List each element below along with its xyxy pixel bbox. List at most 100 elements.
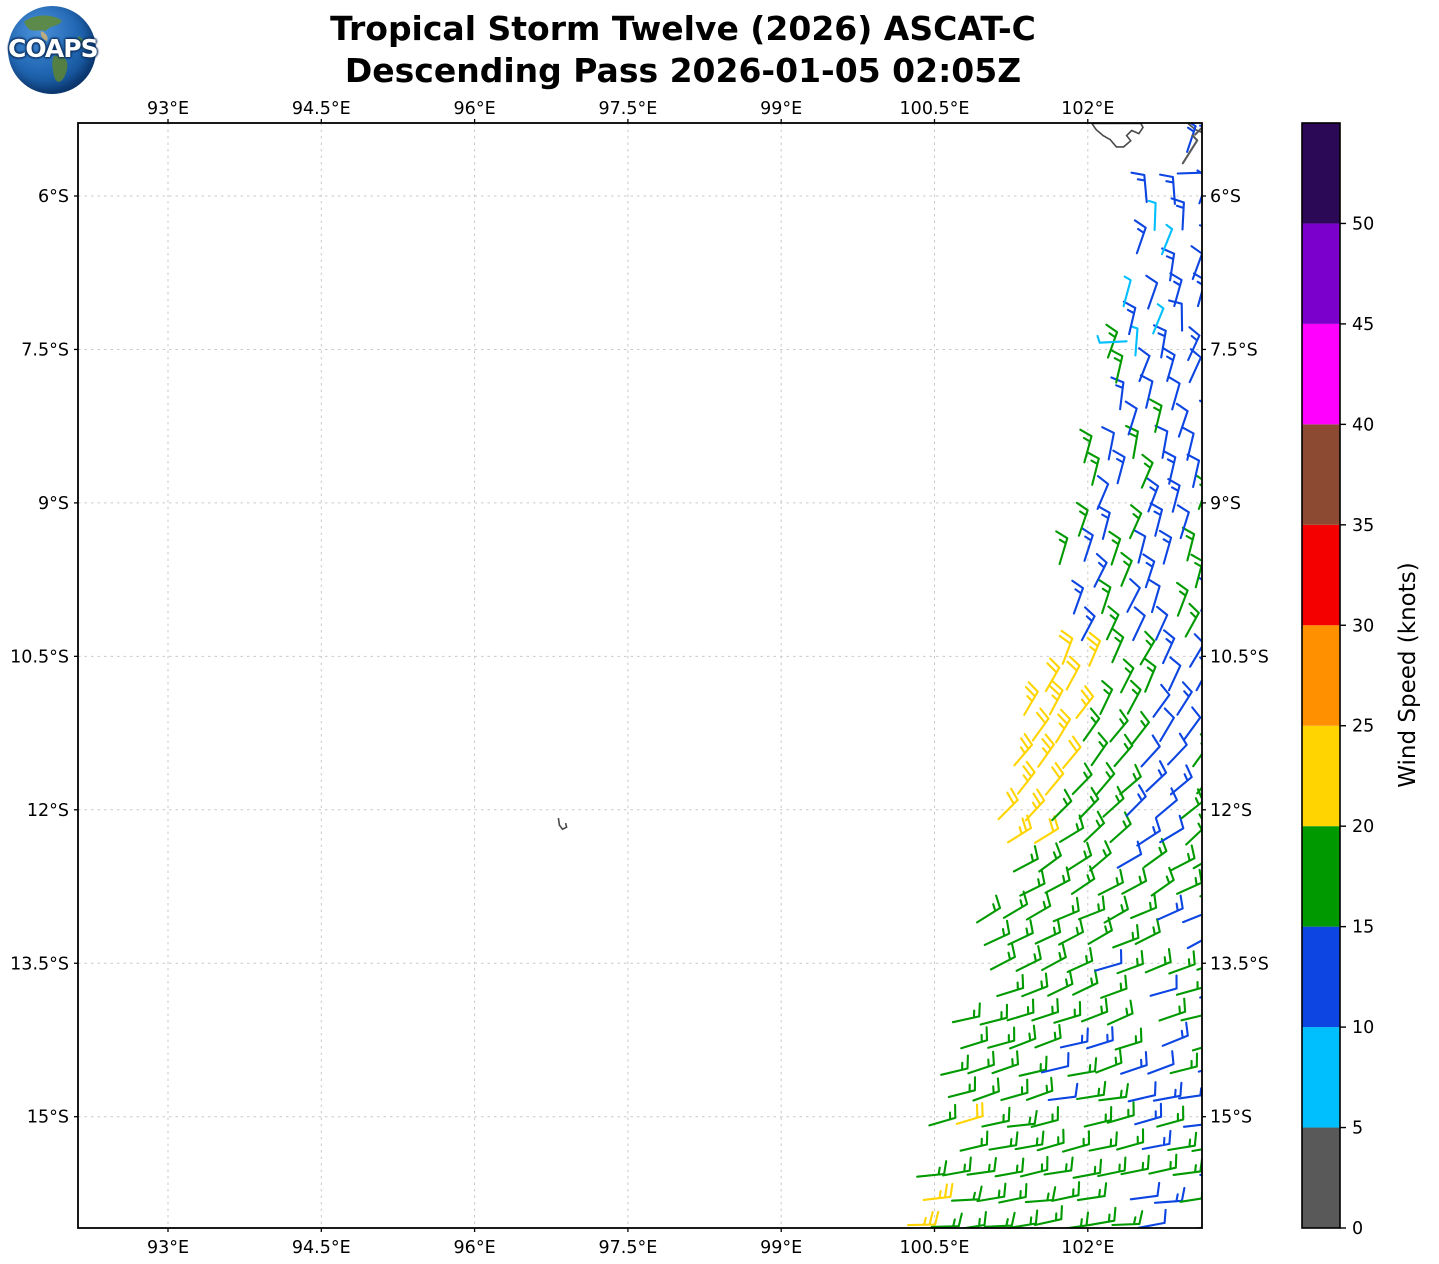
colorbar-border <box>1301 122 1341 1229</box>
wind-barb <box>1086 451 1100 486</box>
wind-barb <box>1199 995 1202 999</box>
wind-barb <box>942 1156 972 1177</box>
wind-barb <box>1007 919 1034 946</box>
logo-text: COAPS <box>8 34 99 63</box>
wind-barb <box>1205 605 1216 638</box>
lat-tick-label-left: 12°S <box>27 801 69 821</box>
wind-barb <box>1098 579 1112 615</box>
wind-barb <box>976 894 1002 924</box>
coaps-logo: COAPS <box>8 6 99 94</box>
wind-barb <box>1191 1148 1202 1153</box>
wind-barb <box>983 1211 1016 1228</box>
wind-barb <box>1044 762 1065 796</box>
wind-barb <box>1109 348 1124 384</box>
colorbar-tick-label: 15 <box>1352 918 1374 938</box>
wind-barb <box>1111 1210 1144 1227</box>
wind-barb <box>1059 1027 1089 1049</box>
wind-barb <box>1047 970 1074 997</box>
wind-barb <box>997 787 1019 821</box>
colorbar-segment <box>1302 926 1340 1028</box>
wind-barb <box>1160 223 1174 256</box>
wind-barb <box>1037 733 1055 768</box>
wind-barb <box>1097 505 1111 540</box>
wind-barb <box>991 1050 1020 1075</box>
lat-tick-label-left: 6°S <box>38 187 69 207</box>
title-line-2: Descending Pass 2026-01-05 02:05Z <box>344 51 1022 90</box>
wind-barb <box>1086 1206 1117 1227</box>
lat-tick-label-right: 7.5°S <box>1210 340 1258 360</box>
wind-barb <box>1182 913 1202 924</box>
wind-barb <box>1031 997 1060 1022</box>
wind-barb <box>1187 326 1201 362</box>
wind-barb <box>1097 1156 1127 1178</box>
lat-tick-label-left: 10.5°S <box>10 647 69 667</box>
lon-tick-label-bottom: 93°E <box>147 1238 189 1258</box>
wind-barb <box>1100 974 1128 999</box>
colorbar-segment <box>1302 123 1340 224</box>
wind-barb <box>1021 972 1049 998</box>
wind-barb <box>1152 303 1165 335</box>
wind-barb <box>1088 1131 1118 1152</box>
wind-barb <box>1105 605 1120 641</box>
wind-barb <box>1095 762 1116 796</box>
wind-barb <box>1089 840 1112 872</box>
wind-barb <box>1152 1081 1183 1102</box>
wind-barb <box>1190 245 1202 281</box>
wind-barb <box>1129 1181 1161 1201</box>
lon-tick-label-top: 102°E <box>1061 99 1114 119</box>
colorbar-segment <box>1302 826 1340 927</box>
wind-barb <box>1139 630 1156 666</box>
wind-barb <box>1112 923 1140 949</box>
wind-barb <box>1119 763 1142 796</box>
wind-barb <box>1095 1048 1123 1074</box>
wind-barb <box>1134 1102 1163 1126</box>
wind-barb <box>1152 324 1167 359</box>
wind-barb <box>1169 1052 1199 1075</box>
wind-barb <box>1065 655 1081 691</box>
wind-barb <box>1180 1007 1202 1022</box>
wind-barb <box>1167 375 1181 411</box>
wind-barb <box>1214 922 1238 947</box>
wind-barb <box>1144 948 1172 974</box>
wind-barb <box>1053 1000 1082 1024</box>
wind-barb <box>1158 529 1173 565</box>
wind-barb <box>1199 894 1202 898</box>
wind-barb <box>1188 1226 1202 1228</box>
wind-barb <box>1024 1186 1057 1204</box>
wind-barb <box>1006 1109 1038 1128</box>
colorbar-segment <box>1302 323 1340 425</box>
wind-barb <box>1055 530 1069 566</box>
lon-tick-label-top: 93°E <box>147 99 189 119</box>
lon-tick-label-bottom: 100.5°E <box>900 1238 970 1258</box>
wind-barb <box>1156 1105 1185 1128</box>
wind-barb <box>1150 866 1175 897</box>
lat-tick-label-left: 7.5°S <box>21 340 69 360</box>
wind-barb <box>1038 842 1062 873</box>
wind-barb <box>1080 527 1094 562</box>
wind-barb <box>1129 504 1143 540</box>
wind-barb <box>1108 530 1122 566</box>
wind-barb <box>983 919 1011 946</box>
colorbar-tick-label: 10 <box>1352 1018 1374 1038</box>
wind-barb <box>1169 764 1193 796</box>
wind-barb <box>1086 1026 1114 1050</box>
wind-barb <box>1195 656 1202 692</box>
wind-barb <box>1147 199 1157 232</box>
wind-barb <box>1044 866 1071 894</box>
wind-barb <box>1159 814 1185 844</box>
wind-barb <box>1147 578 1161 614</box>
wind-barb <box>1009 1024 1037 1050</box>
wind-barb <box>1186 939 1202 950</box>
wind-barb <box>1209 898 1234 921</box>
colorbar-tick-label: 40 <box>1352 415 1374 435</box>
wind-barb <box>994 1157 1025 1178</box>
wind-barb <box>1170 197 1185 231</box>
wind-barb <box>1023 681 1039 716</box>
wind-barb <box>972 1077 1000 1102</box>
wind-barb <box>1006 998 1035 1022</box>
wind-barb <box>1048 680 1064 716</box>
wind-barb <box>947 1076 977 1099</box>
wind-barb <box>1082 707 1101 742</box>
wind-barb <box>1169 844 1196 872</box>
wind-barb <box>907 1210 940 1227</box>
